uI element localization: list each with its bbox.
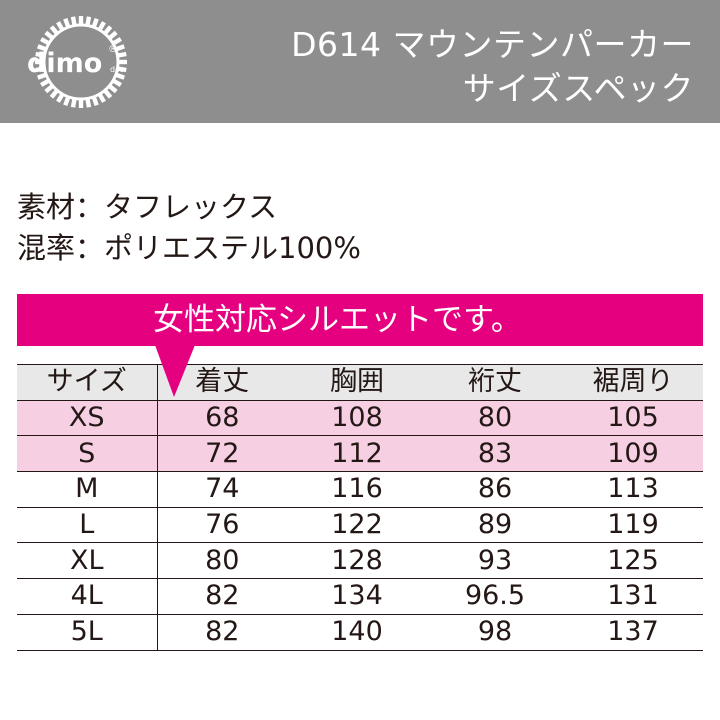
cell-size: S: [17, 435, 158, 473]
cell-chest: 128: [287, 542, 427, 580]
header-hem: 裾周り: [563, 364, 703, 401]
silhouette-banner: 女性対応シルエットです。: [17, 294, 703, 346]
cell-length: 72: [157, 435, 287, 473]
logo-wordmark: dimo: [27, 48, 102, 79]
size-table: サイズ 着丈 胸囲 裄丈 裾周り XS 68 108 80 105 S 72 112 83 109…: [17, 364, 703, 651]
cell-chest: 112: [287, 435, 427, 473]
cell-length: 80: [157, 542, 287, 580]
banner-text: 女性対応シルエットです。: [153, 302, 522, 338]
table-row: L 76 122 89 119: [17, 507, 703, 544]
blend-spec: 混率：ポリエステル100%: [17, 231, 361, 265]
cell-sleeve: 89: [427, 507, 563, 544]
cell-hem: 125: [563, 542, 703, 580]
cell-chest: 116: [287, 471, 427, 508]
header-bar: dimo ® dos D614 マウンテンパーカー サイズスペック: [0, 0, 720, 123]
cell-hem: 105: [563, 400, 703, 437]
logo-sub: dos: [110, 65, 124, 74]
page-title: D614 マウンテンパーカー サイズスペック: [291, 23, 694, 111]
title-line-1: D614 マウンテンパーカー: [291, 25, 694, 64]
table-row: 4L 82 134 96.5 131: [17, 578, 703, 615]
cell-sleeve: 96.5: [427, 578, 563, 615]
cell-length: 76: [157, 507, 287, 544]
cell-sleeve: 98: [427, 614, 563, 651]
cell-chest: 140: [287, 614, 427, 651]
cell-chest: 134: [287, 578, 427, 615]
cell-chest: 122: [287, 507, 427, 544]
cell-size: XL: [17, 542, 158, 580]
banner-pointer-icon: [155, 345, 195, 397]
table-row: S 72 112 83 109: [17, 435, 703, 473]
cell-size: L: [17, 507, 158, 544]
cell-chest: 108: [287, 400, 427, 437]
cell-hem: 119: [563, 507, 703, 544]
cell-length: 82: [157, 578, 287, 615]
cell-size: XS: [17, 400, 158, 437]
table-row: XL 80 128 93 125: [17, 542, 703, 580]
cell-sleeve: 80: [427, 400, 563, 437]
cell-size: 5L: [17, 614, 158, 651]
table-row: M 74 116 86 113: [17, 471, 703, 508]
cell-sleeve: 86: [427, 471, 563, 508]
cell-hem: 109: [563, 435, 703, 473]
registered-mark: ®: [108, 44, 118, 55]
table-row: 5L 82 140 98 137: [17, 614, 703, 651]
cell-size: 4L: [17, 578, 158, 615]
cell-sleeve: 83: [427, 435, 563, 473]
title-line-2: サイズスペック: [462, 69, 694, 108]
header-chest: 胸囲: [287, 364, 427, 401]
cell-hem: 113: [563, 471, 703, 508]
material-spec: 素材：タフレックス: [17, 190, 278, 224]
gear-logo-icon: dimo ® dos: [27, 16, 127, 108]
cell-size: M: [17, 471, 158, 508]
cell-hem: 131: [563, 578, 703, 615]
table-row: XS 68 108 80 105: [17, 400, 703, 437]
table-header-row: サイズ 着丈 胸囲 裄丈 裾周り: [17, 364, 703, 401]
cell-hem: 137: [563, 614, 703, 651]
header-size: サイズ: [17, 364, 158, 401]
header-sleeve: 裄丈: [427, 364, 563, 401]
cell-sleeve: 93: [427, 542, 563, 580]
cell-length: 68: [157, 400, 287, 437]
dimo-logo: dimo ® dos: [15, 14, 147, 110]
cell-length: 74: [157, 471, 287, 508]
cell-length: 82: [157, 614, 287, 651]
